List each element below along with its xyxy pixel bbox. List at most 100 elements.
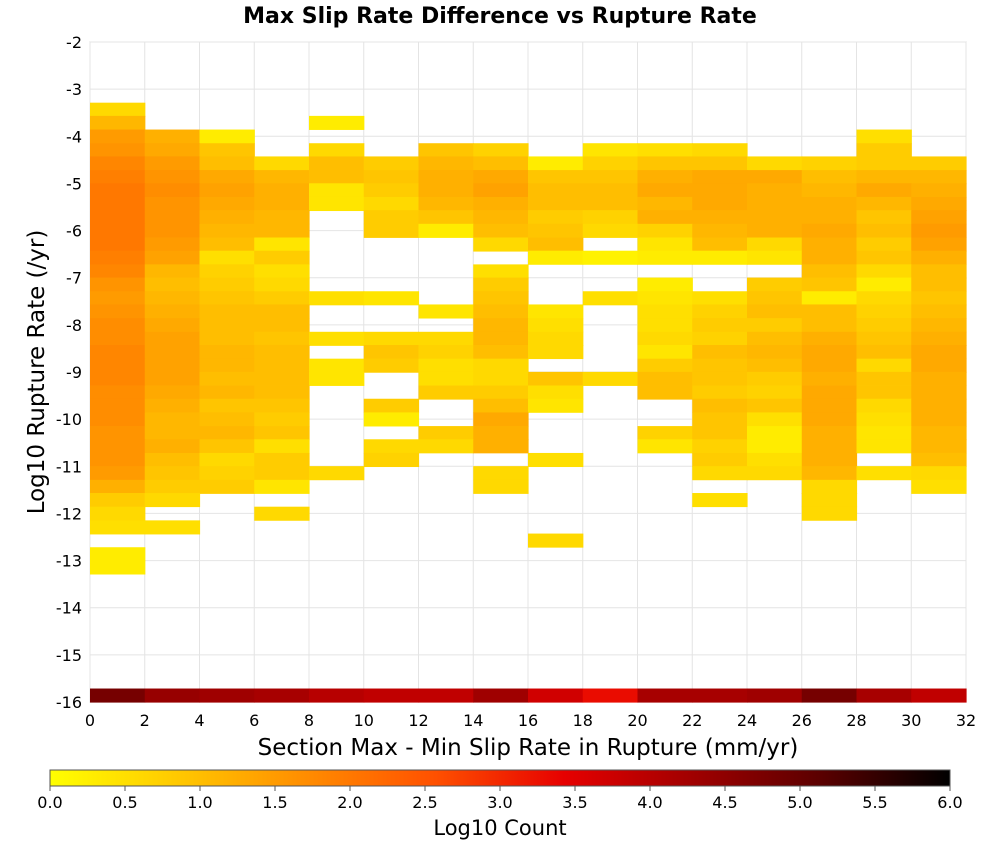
heatmap-cell <box>418 426 474 441</box>
heatmap-cell <box>254 506 310 521</box>
heatmap-cell <box>856 264 912 279</box>
heatmap-cell <box>90 398 146 413</box>
heatmap-cell <box>637 250 693 265</box>
heatmap-cell <box>528 371 584 386</box>
heatmap-cell <box>692 493 748 508</box>
y-tick-label: -10 <box>56 410 82 429</box>
heatmap-cell <box>144 250 201 265</box>
x-tick-label: 26 <box>792 711 812 730</box>
heatmap-cell <box>692 143 748 158</box>
heatmap-cell <box>856 426 912 441</box>
heatmap-cell <box>801 264 858 279</box>
heatmap-cell <box>144 318 201 333</box>
heatmap-cell <box>418 156 474 171</box>
heatmap-cell <box>747 398 803 413</box>
heatmap-cell <box>911 250 967 265</box>
heatmap-cell <box>144 358 201 373</box>
heatmap-cell <box>692 371 748 386</box>
heatmap-cell <box>856 129 912 144</box>
x-tick-label: 6 <box>249 711 259 730</box>
heatmap-cell <box>801 250 858 265</box>
colorbar-tick-label: 5.5 <box>862 793 887 812</box>
heatmap-cell <box>144 210 201 225</box>
heatmap-cell <box>309 358 365 373</box>
heatmap-cell <box>144 426 201 441</box>
heatmap-cell <box>692 439 748 454</box>
heatmap-cell <box>363 210 420 225</box>
heatmap-cell <box>144 398 201 413</box>
heatmap-cell <box>199 398 255 413</box>
heatmap-cell <box>90 688 146 703</box>
heatmap-cell <box>309 196 365 212</box>
heatmap-cell <box>90 479 146 494</box>
heatmap-cell <box>418 358 474 373</box>
heatmap-cell <box>144 237 201 252</box>
heatmap-cell <box>309 688 365 703</box>
heatmap-cell <box>801 479 858 494</box>
heatmap-cell <box>90 223 146 238</box>
y-tick-label: -14 <box>56 599 82 618</box>
heatmap-cell <box>199 358 255 373</box>
heatmap-cell <box>911 398 967 413</box>
y-axis-label: Log10 Rupture Rate (/yr) <box>24 230 50 515</box>
heatmap-cell <box>528 331 584 346</box>
heatmap-cell <box>254 466 310 481</box>
heatmap-cell <box>692 250 748 265</box>
heatmap-cell <box>199 129 255 144</box>
heatmap-cell <box>363 183 420 198</box>
heatmap-cell <box>582 223 639 238</box>
heatmap-cell <box>363 439 420 454</box>
heatmap-cell <box>473 143 529 158</box>
heatmap-cell <box>254 196 310 212</box>
heatmap-cell <box>254 210 310 225</box>
heatmap-cell <box>418 385 474 400</box>
heatmap-cell <box>801 358 858 373</box>
heatmap-cell <box>637 183 693 198</box>
heatmap-cell <box>144 412 201 427</box>
heatmap-cell <box>418 304 474 319</box>
heatmap-cell <box>582 183 639 198</box>
heatmap-cell <box>309 156 365 171</box>
heatmap-cell <box>199 291 255 306</box>
heatmap-cell <box>144 170 201 185</box>
heatmap-cell <box>199 304 255 319</box>
heatmap-cell <box>473 358 529 373</box>
heatmap-cell <box>90 520 146 535</box>
heatmap-cell <box>199 318 255 333</box>
heatmap-cell <box>637 688 693 703</box>
heatmap-cell <box>747 371 803 386</box>
heatmap-cell <box>911 426 967 441</box>
heatmap-cell <box>582 156 639 171</box>
heatmap-cell <box>747 688 803 703</box>
heatmap-cell <box>473 223 529 238</box>
heatmap-cell <box>801 493 858 508</box>
heatmap-cell <box>856 318 912 333</box>
heatmap-cell <box>911 344 967 360</box>
heatmap-cell <box>90 318 146 333</box>
heatmap-cell <box>254 331 310 346</box>
heatmap-cell <box>90 170 146 185</box>
heatmap-cell <box>363 398 420 413</box>
heatmap-cell <box>911 412 967 427</box>
heatmap-cell <box>90 291 146 306</box>
heatmap-cell <box>911 385 967 400</box>
heatmap-cell <box>199 479 255 494</box>
colorbar-tick-label: 1.0 <box>187 793 212 812</box>
heatmap-cell <box>582 170 639 185</box>
heatmap-cell <box>856 688 912 703</box>
y-tick-label: -2 <box>66 33 82 52</box>
x-tick-label: 8 <box>304 711 314 730</box>
heatmap-cell <box>801 688 858 703</box>
heatmap-cell <box>856 385 912 400</box>
colorbar-tick-label: 4.5 <box>712 793 737 812</box>
heatmap-cell <box>309 371 365 386</box>
heatmap-cell <box>856 358 912 373</box>
heatmap-cell <box>856 277 912 292</box>
heatmap-cell <box>90 183 146 198</box>
heatmap-cell <box>747 466 803 481</box>
x-tick-label: 28 <box>846 711 866 730</box>
heatmap-cell <box>199 439 255 454</box>
heatmap-cell <box>856 398 912 413</box>
heatmap-cell <box>747 196 803 212</box>
colorbar-tick-label: 5.0 <box>787 793 812 812</box>
